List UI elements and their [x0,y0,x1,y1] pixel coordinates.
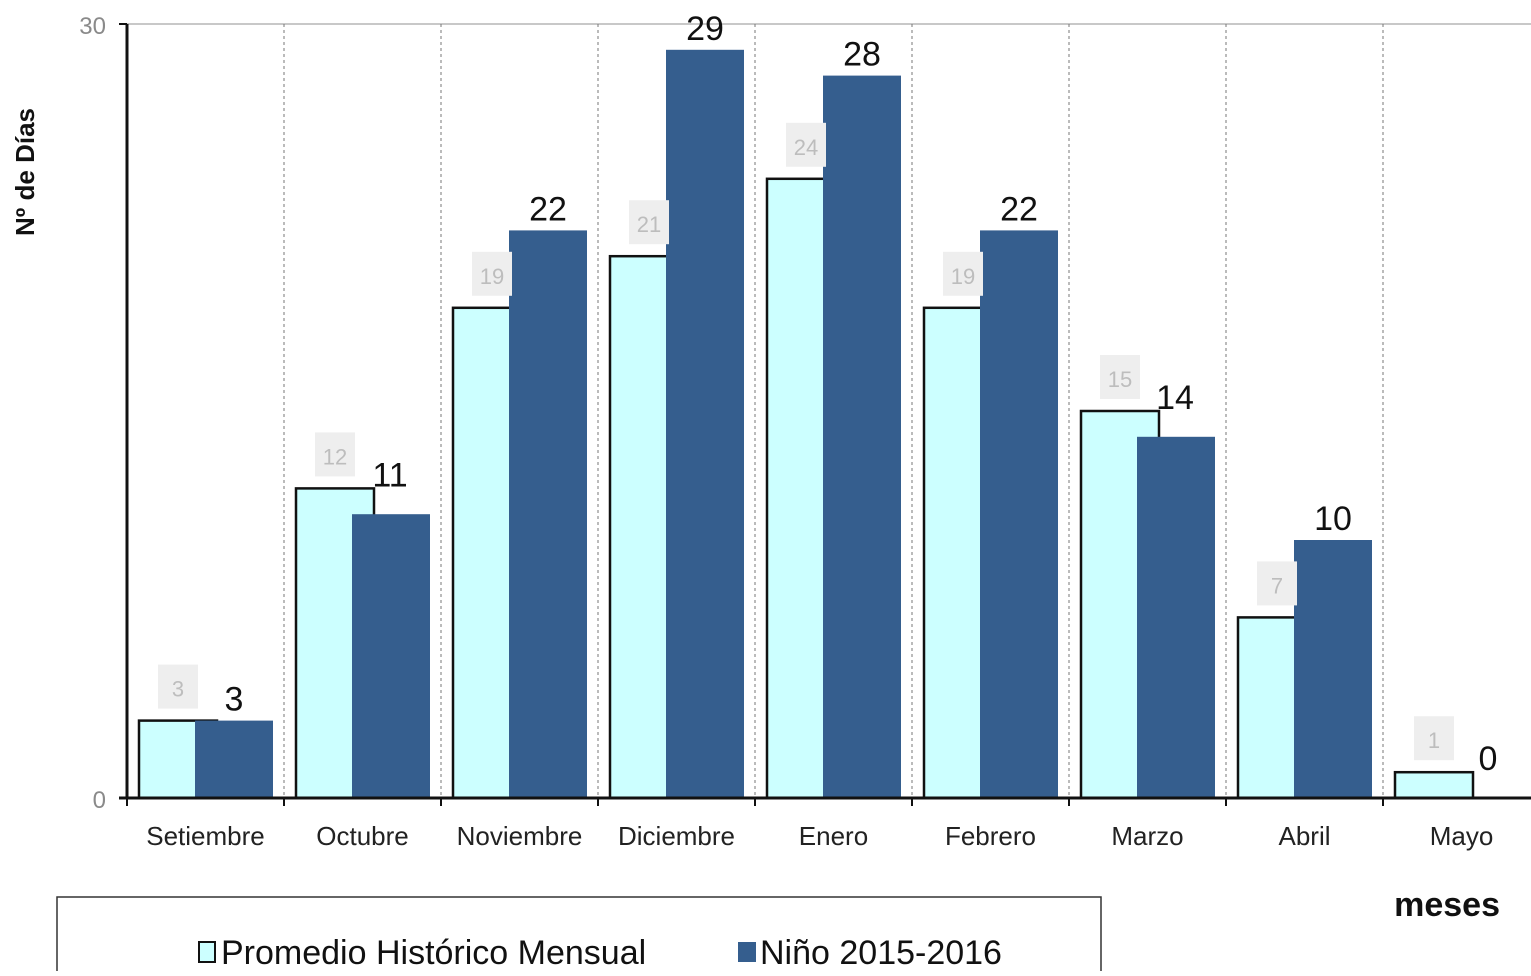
bar-nino-octubre [352,514,430,798]
data-label-historico: 1 [1428,728,1440,753]
data-label-historico: 19 [480,264,504,289]
data-label-bg-historico [1414,716,1454,761]
data-label-nino: 28 [843,36,881,74]
x-tick-label: Mayo [1430,821,1494,851]
bar-nino-enero [823,75,901,799]
data-label-bg-historico [1257,561,1297,606]
bars-layer [137,49,1475,800]
x-tick-label: Octubre [316,821,409,851]
legend: Promedio Histórico Mensual Niño 2015-201… [56,896,1102,976]
bar-historico-mayo [1393,770,1475,800]
data-label-nino: 22 [1000,190,1038,228]
data-label-historico: 19 [951,264,975,289]
grid-layer [127,23,1531,798]
bar-nino-febrero [980,230,1058,798]
labels-layer: 3 3 Setiembre 12 11 Octubre 19 22 Noviembre 21 29 D… [79,10,1497,851]
legend-swatch-historico [198,941,216,963]
data-label-nino: 14 [1156,379,1194,417]
legend-frame [56,896,1102,976]
bar-nino-abril [1294,540,1372,798]
data-label-historico: 7 [1271,573,1283,598]
x-tick-label: Enero [799,821,868,851]
data-label-bg-historico [786,122,826,167]
data-label-nino: 0 [1479,740,1498,778]
legend-swatch-nino [738,942,756,962]
data-label-historico: 3 [172,677,184,702]
data-label-nino: 11 [372,456,407,494]
data-label-historico: 12 [323,444,347,469]
axis-layer [119,23,1531,806]
x-tick-label: Noviembre [457,821,583,851]
bar-nino-noviembre [509,230,587,798]
y-tick-label: 0 [93,787,106,814]
bar-nino-setiembre [195,720,273,798]
data-label-bg-historico [158,664,198,709]
data-label-nino: 22 [529,190,567,228]
x-tick-label: Marzo [1111,821,1183,851]
data-label-nino: 10 [1314,500,1352,538]
x-tick-label: Setiembre [146,821,265,851]
bar-nino-diciembre [666,49,744,799]
data-label-historico: 15 [1108,367,1132,392]
x-tick-label: Diciembre [618,821,735,851]
data-label-bg-historico [629,200,669,245]
bar-nino-marzo [1137,436,1215,798]
legend-label-nino: Niño 2015-2016 [760,934,1002,971]
legend-label-historico: Promedio Histórico Mensual [221,934,646,971]
data-label-historico: 21 [637,212,661,237]
data-label-bg-historico [1100,355,1140,399]
x-tick-label: Abril [1278,821,1330,851]
data-label-bg-historico [943,251,983,296]
data-label-bg-historico [315,432,355,477]
y-axis-title: Nº de Días [10,108,40,236]
x-axis-title: meses [1394,886,1500,924]
data-label-historico: 24 [794,135,818,160]
data-label-nino: 3 [225,681,244,719]
data-label-bg-historico [472,251,512,296]
y-tick-label: 30 [79,13,106,40]
data-label-nino: 29 [686,10,724,48]
x-tick-label: Febrero [945,821,1036,851]
